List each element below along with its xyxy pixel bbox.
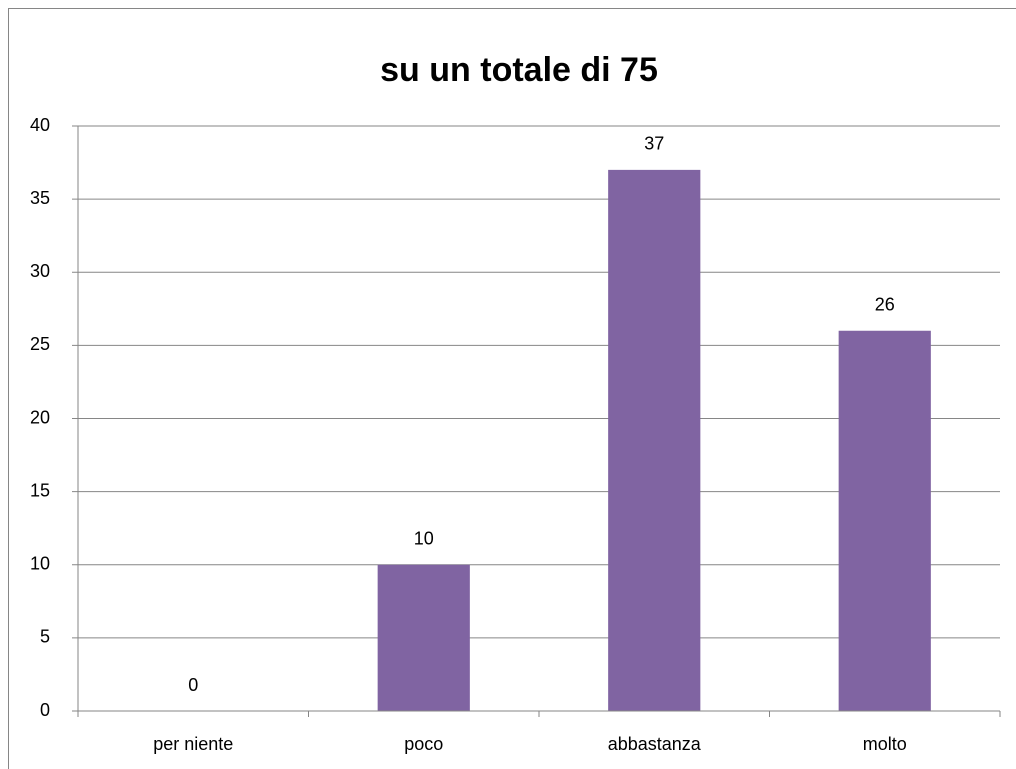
y-tick-label: 30 xyxy=(30,261,50,281)
x-tick-label: abbastanza xyxy=(608,734,702,754)
y-tick-label: 10 xyxy=(30,554,50,574)
data-label: 37 xyxy=(644,134,664,154)
bar xyxy=(377,564,470,711)
x-tick-label: poco xyxy=(404,734,443,754)
bar xyxy=(838,330,931,711)
bar xyxy=(608,169,701,711)
y-tick-label: 40 xyxy=(30,115,50,135)
y-tick-label: 15 xyxy=(30,480,50,500)
data-label: 10 xyxy=(414,529,434,549)
x-tick-label: per niente xyxy=(153,734,233,754)
y-tick-label: 5 xyxy=(40,627,50,647)
data-label: 0 xyxy=(188,675,198,695)
y-tick-label: 25 xyxy=(30,334,50,354)
y-tick-label: 35 xyxy=(30,188,50,208)
y-tick-label: 20 xyxy=(30,407,50,427)
data-label: 26 xyxy=(875,295,895,315)
y-tick-label: 0 xyxy=(40,700,50,720)
x-tick-label: molto xyxy=(863,734,907,754)
chart-title: su un totale di 75 xyxy=(380,51,658,89)
